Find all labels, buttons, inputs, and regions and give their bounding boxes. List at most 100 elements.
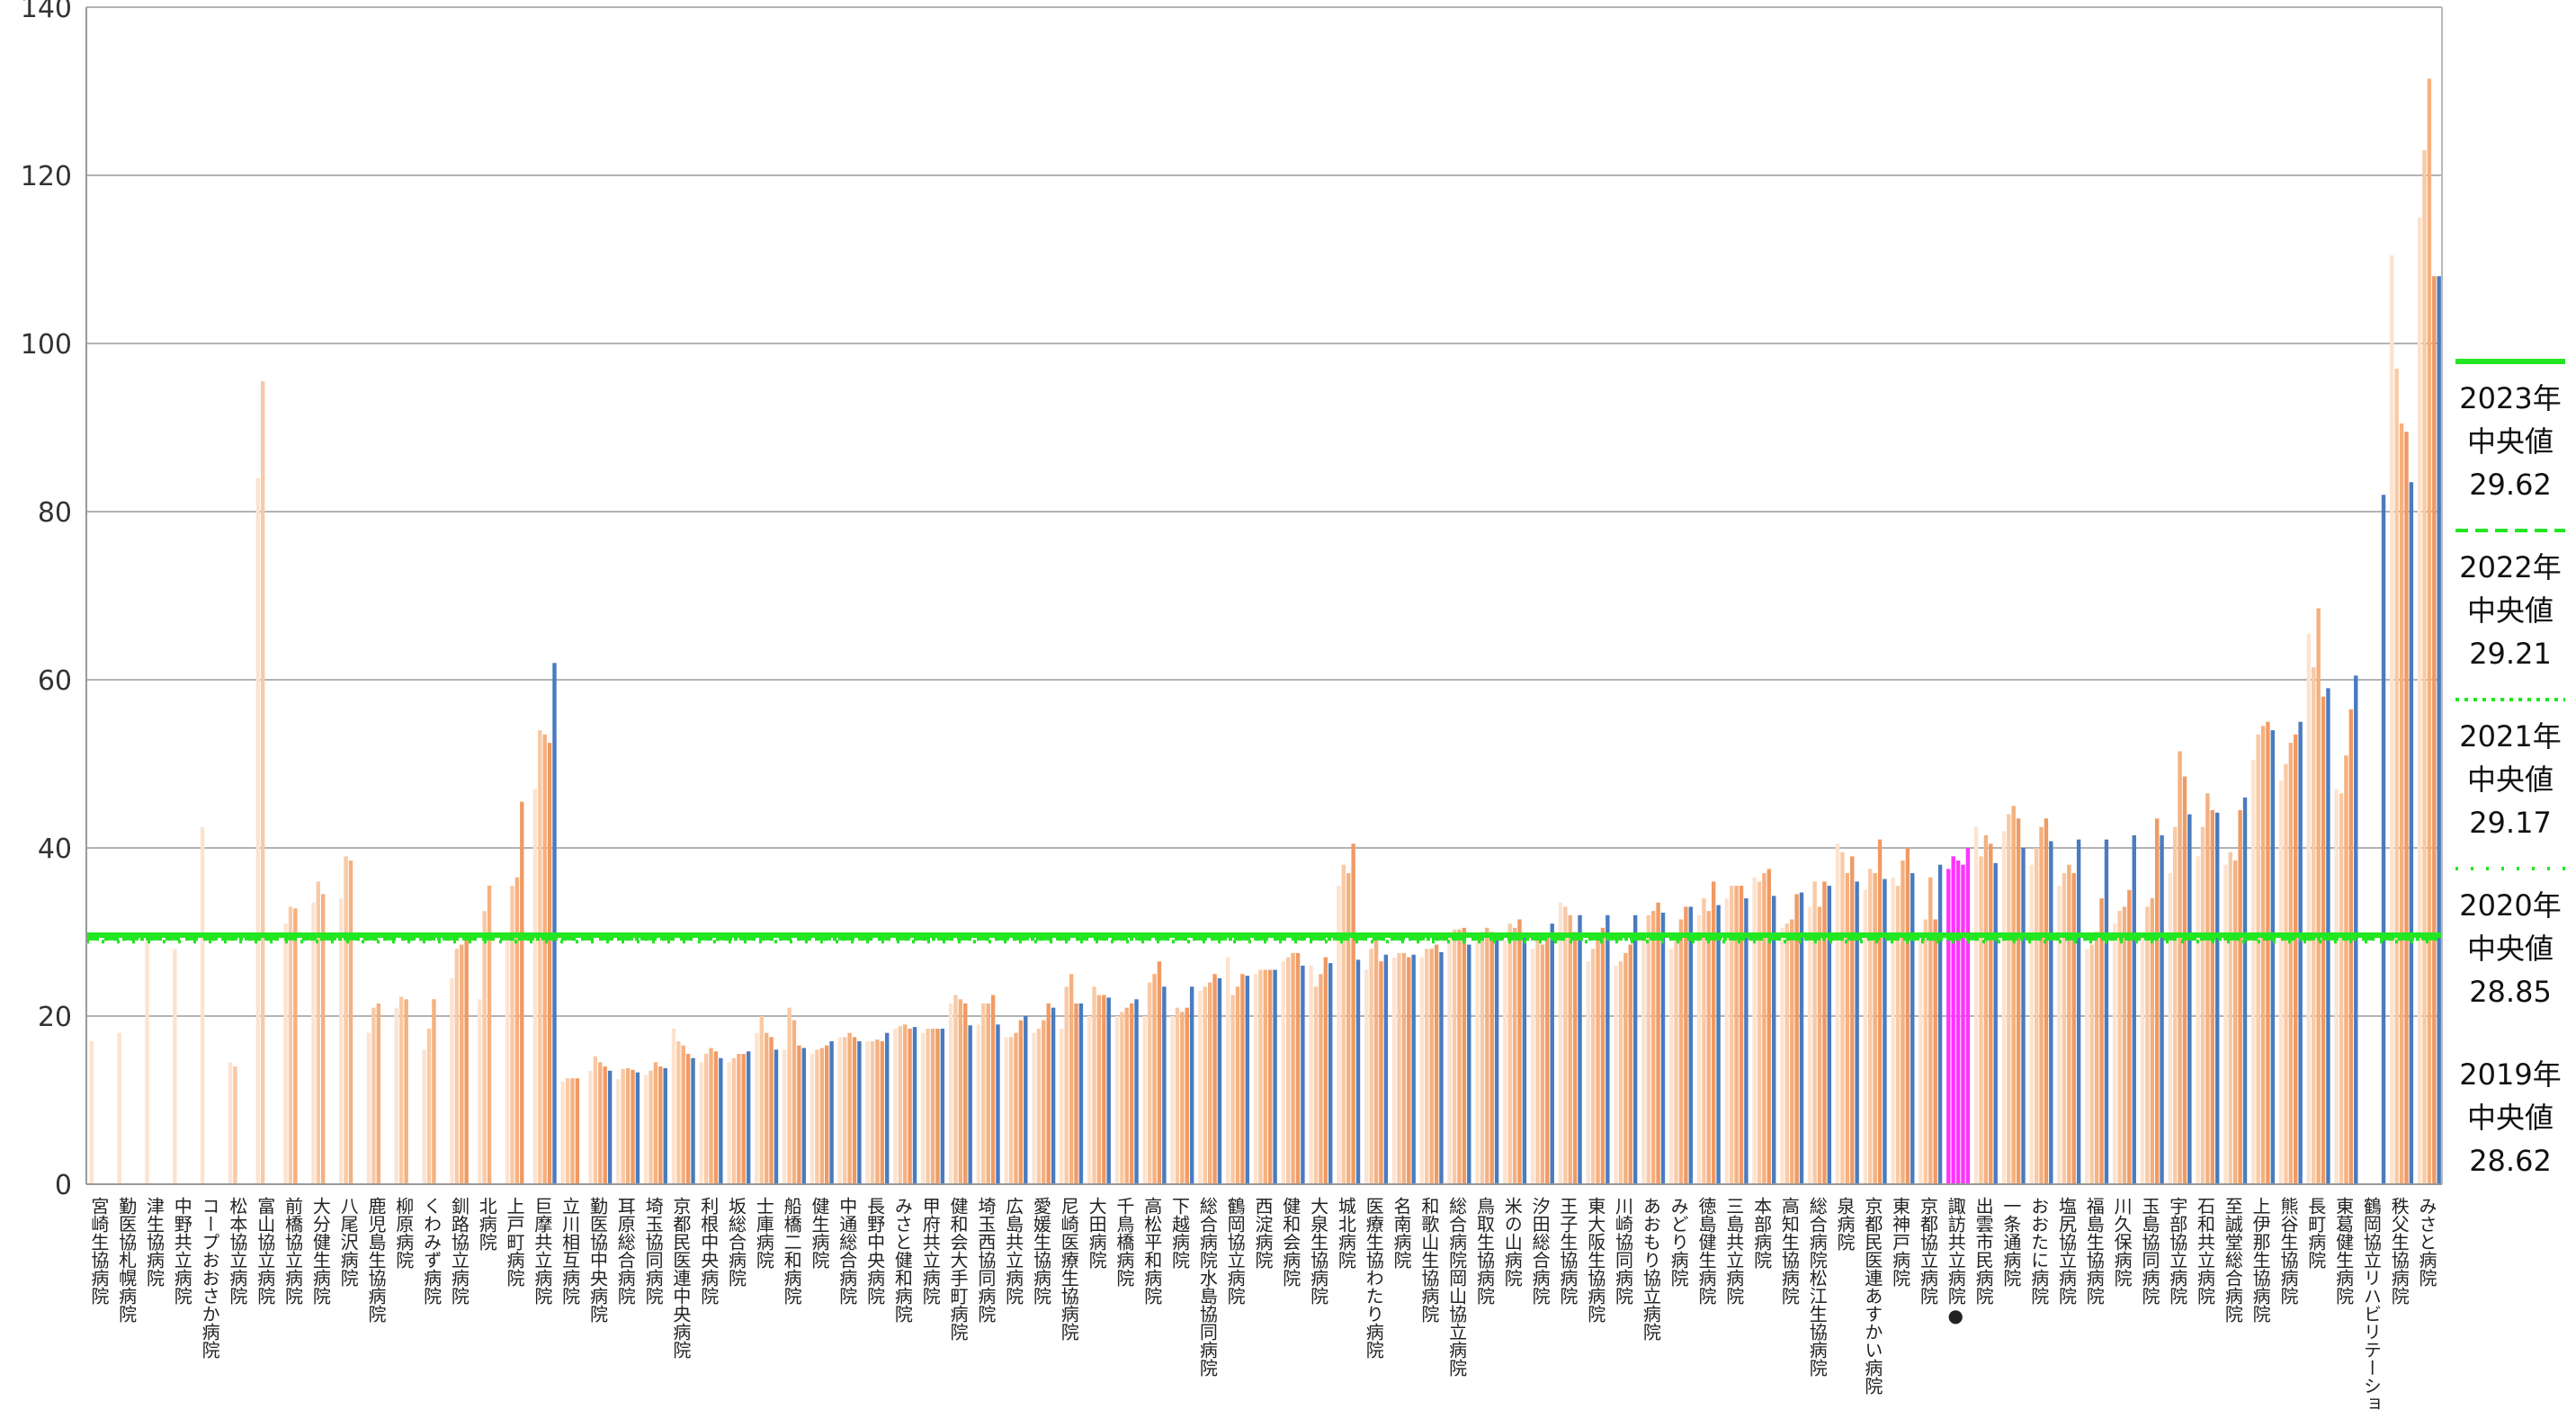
y-tick-label: 20 <box>38 1002 72 1033</box>
x-tick-label: おおたに病院 <box>2028 1197 2050 1305</box>
bar <box>1734 886 1739 1184</box>
bar <box>1965 848 1971 1184</box>
bar <box>1794 894 1799 1184</box>
bar <box>847 1032 852 1184</box>
x-tick-label: 坂総合病院 <box>726 1197 747 1287</box>
x-tick-label: みさと健和病院 <box>891 1197 913 1323</box>
bar <box>2007 814 2011 1184</box>
bar <box>2094 932 2099 1184</box>
bar <box>1230 994 1235 1185</box>
bar <box>2334 789 2339 1184</box>
bar <box>1646 914 1650 1184</box>
bar <box>774 1049 779 1184</box>
bar <box>635 1072 640 1184</box>
bar <box>1494 936 1499 1184</box>
x-tick-label: 上戸町病院 <box>504 1197 525 1287</box>
bar <box>676 1041 681 1184</box>
bar <box>1772 896 1776 1184</box>
bar <box>1142 1016 1147 1184</box>
bar <box>1702 898 1706 1184</box>
bar <box>2409 482 2414 1184</box>
bar <box>2044 818 2049 1184</box>
bar <box>2437 276 2441 1184</box>
bar <box>603 1066 607 1184</box>
x-tick-label: 甲府共立病院 <box>919 1197 941 1305</box>
x-tick-label: みどり病院 <box>1668 1197 1689 1287</box>
bar <box>1235 986 1240 1184</box>
bar <box>2312 666 2316 1184</box>
bar <box>691 1057 695 1184</box>
bar <box>1024 1016 1028 1184</box>
bar <box>2029 864 2034 1184</box>
bar <box>316 881 320 1184</box>
x-tick-label: 三島共立病院 <box>1723 1197 1745 1305</box>
bar <box>1688 906 1693 1184</box>
bar <box>565 1078 570 1184</box>
legend-year: 2020年 <box>2459 888 2561 923</box>
x-tick-label: 京都協立病院 <box>1917 1197 1938 1305</box>
bar <box>1286 957 1291 1184</box>
bar <box>2316 608 2321 1184</box>
bar <box>1979 856 1983 1184</box>
bar <box>2288 743 2294 1185</box>
bar <box>2196 856 2200 1184</box>
bar <box>1313 986 1319 1184</box>
bar <box>797 1045 801 1184</box>
x-tick-label: 大分健生病院 <box>309 1197 331 1305</box>
x-tick-label: 鹿児島生協病院 <box>365 1197 387 1323</box>
bar <box>1923 919 1928 1184</box>
x-tick-label: 千鳥橋病院 <box>1114 1197 1135 1287</box>
x-tick-label: 京都民医連中央病院 <box>670 1197 692 1359</box>
bar <box>1383 954 1389 1184</box>
bar <box>963 1003 968 1184</box>
bar <box>1517 919 1522 1184</box>
bar <box>2178 751 2182 1184</box>
bar <box>1004 1037 1008 1185</box>
x-tick-label: 本部病院 <box>1751 1197 1773 1269</box>
bar <box>510 886 514 1184</box>
bar <box>117 1032 121 1184</box>
x-tick-label: 宇部協立病院 <box>2167 1197 2188 1305</box>
bar <box>2154 818 2160 1184</box>
x-tick-label: くわみず病院 <box>421 1197 443 1305</box>
bar <box>968 1025 972 1184</box>
bar <box>376 1003 381 1184</box>
bar <box>1650 911 1656 1185</box>
bar <box>1835 843 1840 1184</box>
bar <box>1790 919 1794 1184</box>
bar <box>1817 906 1822 1184</box>
bar <box>935 1029 940 1184</box>
bar <box>1868 869 1873 1185</box>
bar <box>893 1029 898 1184</box>
bar <box>2182 776 2187 1184</box>
bar <box>532 789 538 1184</box>
bar <box>792 1020 797 1184</box>
bar <box>2251 759 2256 1184</box>
bar <box>348 861 353 1184</box>
bar <box>1850 856 1855 1184</box>
bar <box>930 1029 935 1184</box>
x-tick-label: 巨摩共立病院 <box>532 1197 553 1305</box>
bar <box>538 730 542 1184</box>
bar <box>648 1070 653 1184</box>
bar <box>643 1075 648 1184</box>
bar <box>653 1062 658 1184</box>
bar <box>1096 994 1102 1185</box>
x-tick-label: 高松平和病院 <box>1141 1197 1163 1305</box>
bar <box>1668 949 1674 1184</box>
bar <box>2117 911 2122 1185</box>
bar <box>825 1045 829 1184</box>
bar <box>1175 1007 1180 1184</box>
bar <box>1933 919 1937 1184</box>
x-tick-label: 中通総合病院 <box>836 1197 858 1305</box>
x-tick-label: 埼玉西協同病院 <box>975 1197 997 1323</box>
bar <box>1364 969 1369 1184</box>
bar <box>311 902 316 1184</box>
bar <box>958 999 963 1184</box>
bar <box>293 908 298 1184</box>
bar <box>1074 1003 1078 1184</box>
y-tick-label: 140 <box>21 0 72 24</box>
bar <box>570 1078 575 1184</box>
bar <box>2422 149 2427 1185</box>
